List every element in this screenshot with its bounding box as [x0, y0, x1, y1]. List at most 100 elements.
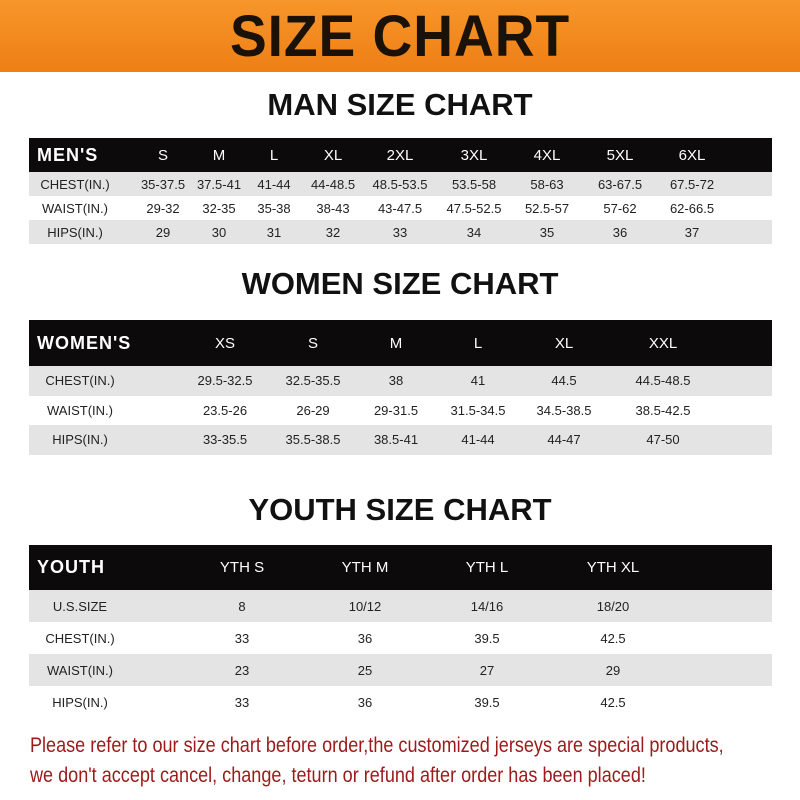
measurement-cell: 30: [211, 224, 227, 240]
measurement-cell: 37.5-41: [196, 176, 242, 192]
measurement-cell: 36: [357, 630, 373, 646]
measurement-cell: 33-35.5: [202, 432, 248, 448]
women-size-table: WOMEN'S XS S M L XL XXL CHEST(IN.) 29.5-32.5 32.5…: [29, 320, 772, 455]
table-row: CHEST(IN.) 35-37.5 37.5-41 41-44 44-48.5 48.5…: [29, 172, 772, 196]
row-label: HIPS(IN.): [47, 224, 103, 240]
size-header-cell: XL: [323, 146, 343, 164]
table-header-row: YOUTH YTH S YTH M YTH L YTH XL: [29, 545, 772, 590]
table-row: WAIST(IN.) 23.5-26 26-29 29-31.5 31.5-34.5 34…: [29, 395, 772, 425]
size-header-cell: M: [389, 334, 403, 352]
measurement-cell: 33: [234, 694, 250, 710]
men-size-table: MEN'S S M L XL 2XL 3XL 4XL 5XL 6XL CHEST(IN.) 35-37…: [29, 138, 772, 244]
banner-title: SIZE CHART: [229, 3, 571, 69]
measurement-cell: 58-63: [530, 176, 564, 192]
table-row: WAIST(IN.) 23 25 27 29: [29, 654, 772, 686]
size-header-cell: 3XL: [460, 146, 488, 164]
measurement-cell: 29.5-32.5: [197, 373, 253, 389]
measurement-cell: 42.5: [600, 630, 626, 646]
measurement-cell: 41-44: [461, 432, 495, 448]
table-row: HIPS(IN.) 33 36 39.5 42.5: [29, 686, 772, 718]
measurement-cell: 39.5: [474, 694, 500, 710]
table-row: U.S.SIZE 8 10/12 14/16 18/20: [29, 590, 772, 622]
youth-title: YOUTH SIZE CHART: [248, 492, 552, 527]
row-label: CHEST(IN.): [45, 630, 115, 646]
table-row: WAIST(IN.) 29-32 32-35 35-38 38-43 43-47.5 47.…: [29, 196, 772, 220]
measurement-cell: 37: [684, 224, 700, 240]
measurement-cell: 41: [470, 373, 486, 389]
measurement-cell: 35.5-38.5: [285, 432, 341, 448]
size-header-cell: 2XL: [386, 146, 414, 164]
row-label: HIPS(IN.): [52, 432, 108, 448]
measurement-cell: 10/12: [348, 598, 382, 614]
measurement-cell: 34: [466, 224, 482, 240]
measurement-cell: 62-66.5: [669, 200, 715, 216]
measurement-cell: 23.5-26: [202, 402, 248, 418]
measurement-cell: 57-62: [603, 200, 637, 216]
measurement-cell: 35: [539, 224, 555, 240]
measurement-cell: 44.5-48.5: [635, 373, 691, 389]
row-label: WAIST(IN.): [42, 200, 108, 216]
measurement-cell: 29: [155, 224, 171, 240]
measurement-cell: 38.5-42.5: [635, 402, 691, 418]
measurement-cell: 36: [612, 224, 628, 240]
measurement-cell: 29-31.5: [373, 402, 419, 418]
table-header-row: MEN'S S M L XL 2XL 3XL 4XL 5XL 6XL: [29, 138, 772, 172]
size-header-cell: S: [157, 146, 169, 164]
measurement-cell: 53.5-58: [451, 176, 497, 192]
measurement-cell: 67.5-72: [669, 176, 715, 192]
measurement-cell: 43-47.5: [377, 200, 423, 216]
table-row: CHEST(IN.) 29.5-32.5 32.5-35.5 38 41 44.5 44.5…: [29, 366, 772, 396]
measurement-cell: 35-38: [257, 200, 291, 216]
size-header-cell: YTH M: [341, 559, 389, 576]
table-header-row: WOMEN'S XS S M L XL XXL: [29, 320, 772, 366]
measurement-cell: 8: [238, 598, 246, 614]
measurement-cell: 31.5-34.5: [450, 402, 506, 418]
measurement-cell: 34.5-38.5: [536, 402, 592, 418]
measurement-cell: 32.5-35.5: [285, 373, 341, 389]
size-header-cell: 4XL: [533, 146, 561, 164]
table-header-label: WOMEN'S: [37, 332, 132, 353]
row-label: CHEST(IN.): [40, 176, 110, 192]
size-header-cell: 5XL: [606, 146, 634, 164]
measurement-cell: 26-29: [296, 402, 330, 418]
table-row: HIPS(IN.) 29 30 31 32 33 34 35 36 37: [29, 220, 772, 244]
measurement-cell: 35-37.5: [140, 176, 186, 192]
table-row: HIPS(IN.) 33-35.5 35.5-38.5 38.5-41 41-44 44-…: [29, 425, 772, 455]
measurement-cell: 31: [266, 224, 282, 240]
table-header-label: YOUTH: [37, 557, 105, 577]
measurement-cell: 29: [605, 662, 621, 678]
measurement-cell: 63-67.5: [597, 176, 643, 192]
note-line-2: we don't accept cancel, change, teturn o…: [30, 764, 646, 787]
measurement-cell: 44.5: [551, 373, 577, 389]
size-header-cell: XXL: [648, 334, 678, 352]
measurement-cell: 38.5-41: [373, 432, 419, 448]
measurement-cell: 44-47: [547, 432, 581, 448]
measurement-cell: 39.5: [474, 630, 500, 646]
size-header-cell: L: [269, 146, 279, 164]
size-header-cell: XS: [214, 334, 236, 352]
women-title: WOMEN SIZE CHART: [241, 266, 559, 301]
measurement-cell: 29-32: [146, 200, 180, 216]
size-header-cell: 6XL: [678, 146, 706, 164]
measurement-cell: 36: [357, 694, 373, 710]
size-header-cell: YTH S: [219, 559, 265, 576]
measurement-cell: 42.5: [600, 694, 626, 710]
measurement-cell: 14/16: [470, 598, 504, 614]
size-header-cell: YTH XL: [586, 559, 640, 576]
measurement-cell: 18/20: [596, 598, 630, 614]
measurement-cell: 52.5-57: [524, 200, 570, 216]
measurement-cell: 25: [357, 662, 373, 678]
measurement-cell: 47-50: [646, 432, 680, 448]
measurement-cell: 38-43: [316, 200, 350, 216]
size-header-cell: S: [307, 334, 319, 352]
measurement-cell: 41-44: [257, 176, 291, 192]
size-header-cell: YTH L: [465, 559, 509, 576]
size-chart-banner: SIZE CHART: [0, 0, 800, 72]
row-label: CHEST(IN.): [45, 373, 115, 389]
measurement-cell: 33: [234, 630, 250, 646]
measurement-cell: 23: [234, 662, 250, 678]
youth-size-table: YOUTH YTH S YTH M YTH L YTH XL U.S.SIZE 8 10/12…: [29, 545, 772, 718]
table-header-label: MEN'S: [37, 144, 99, 165]
size-header-cell: M: [212, 146, 226, 164]
measurement-cell: 47.5-52.5: [446, 200, 502, 216]
